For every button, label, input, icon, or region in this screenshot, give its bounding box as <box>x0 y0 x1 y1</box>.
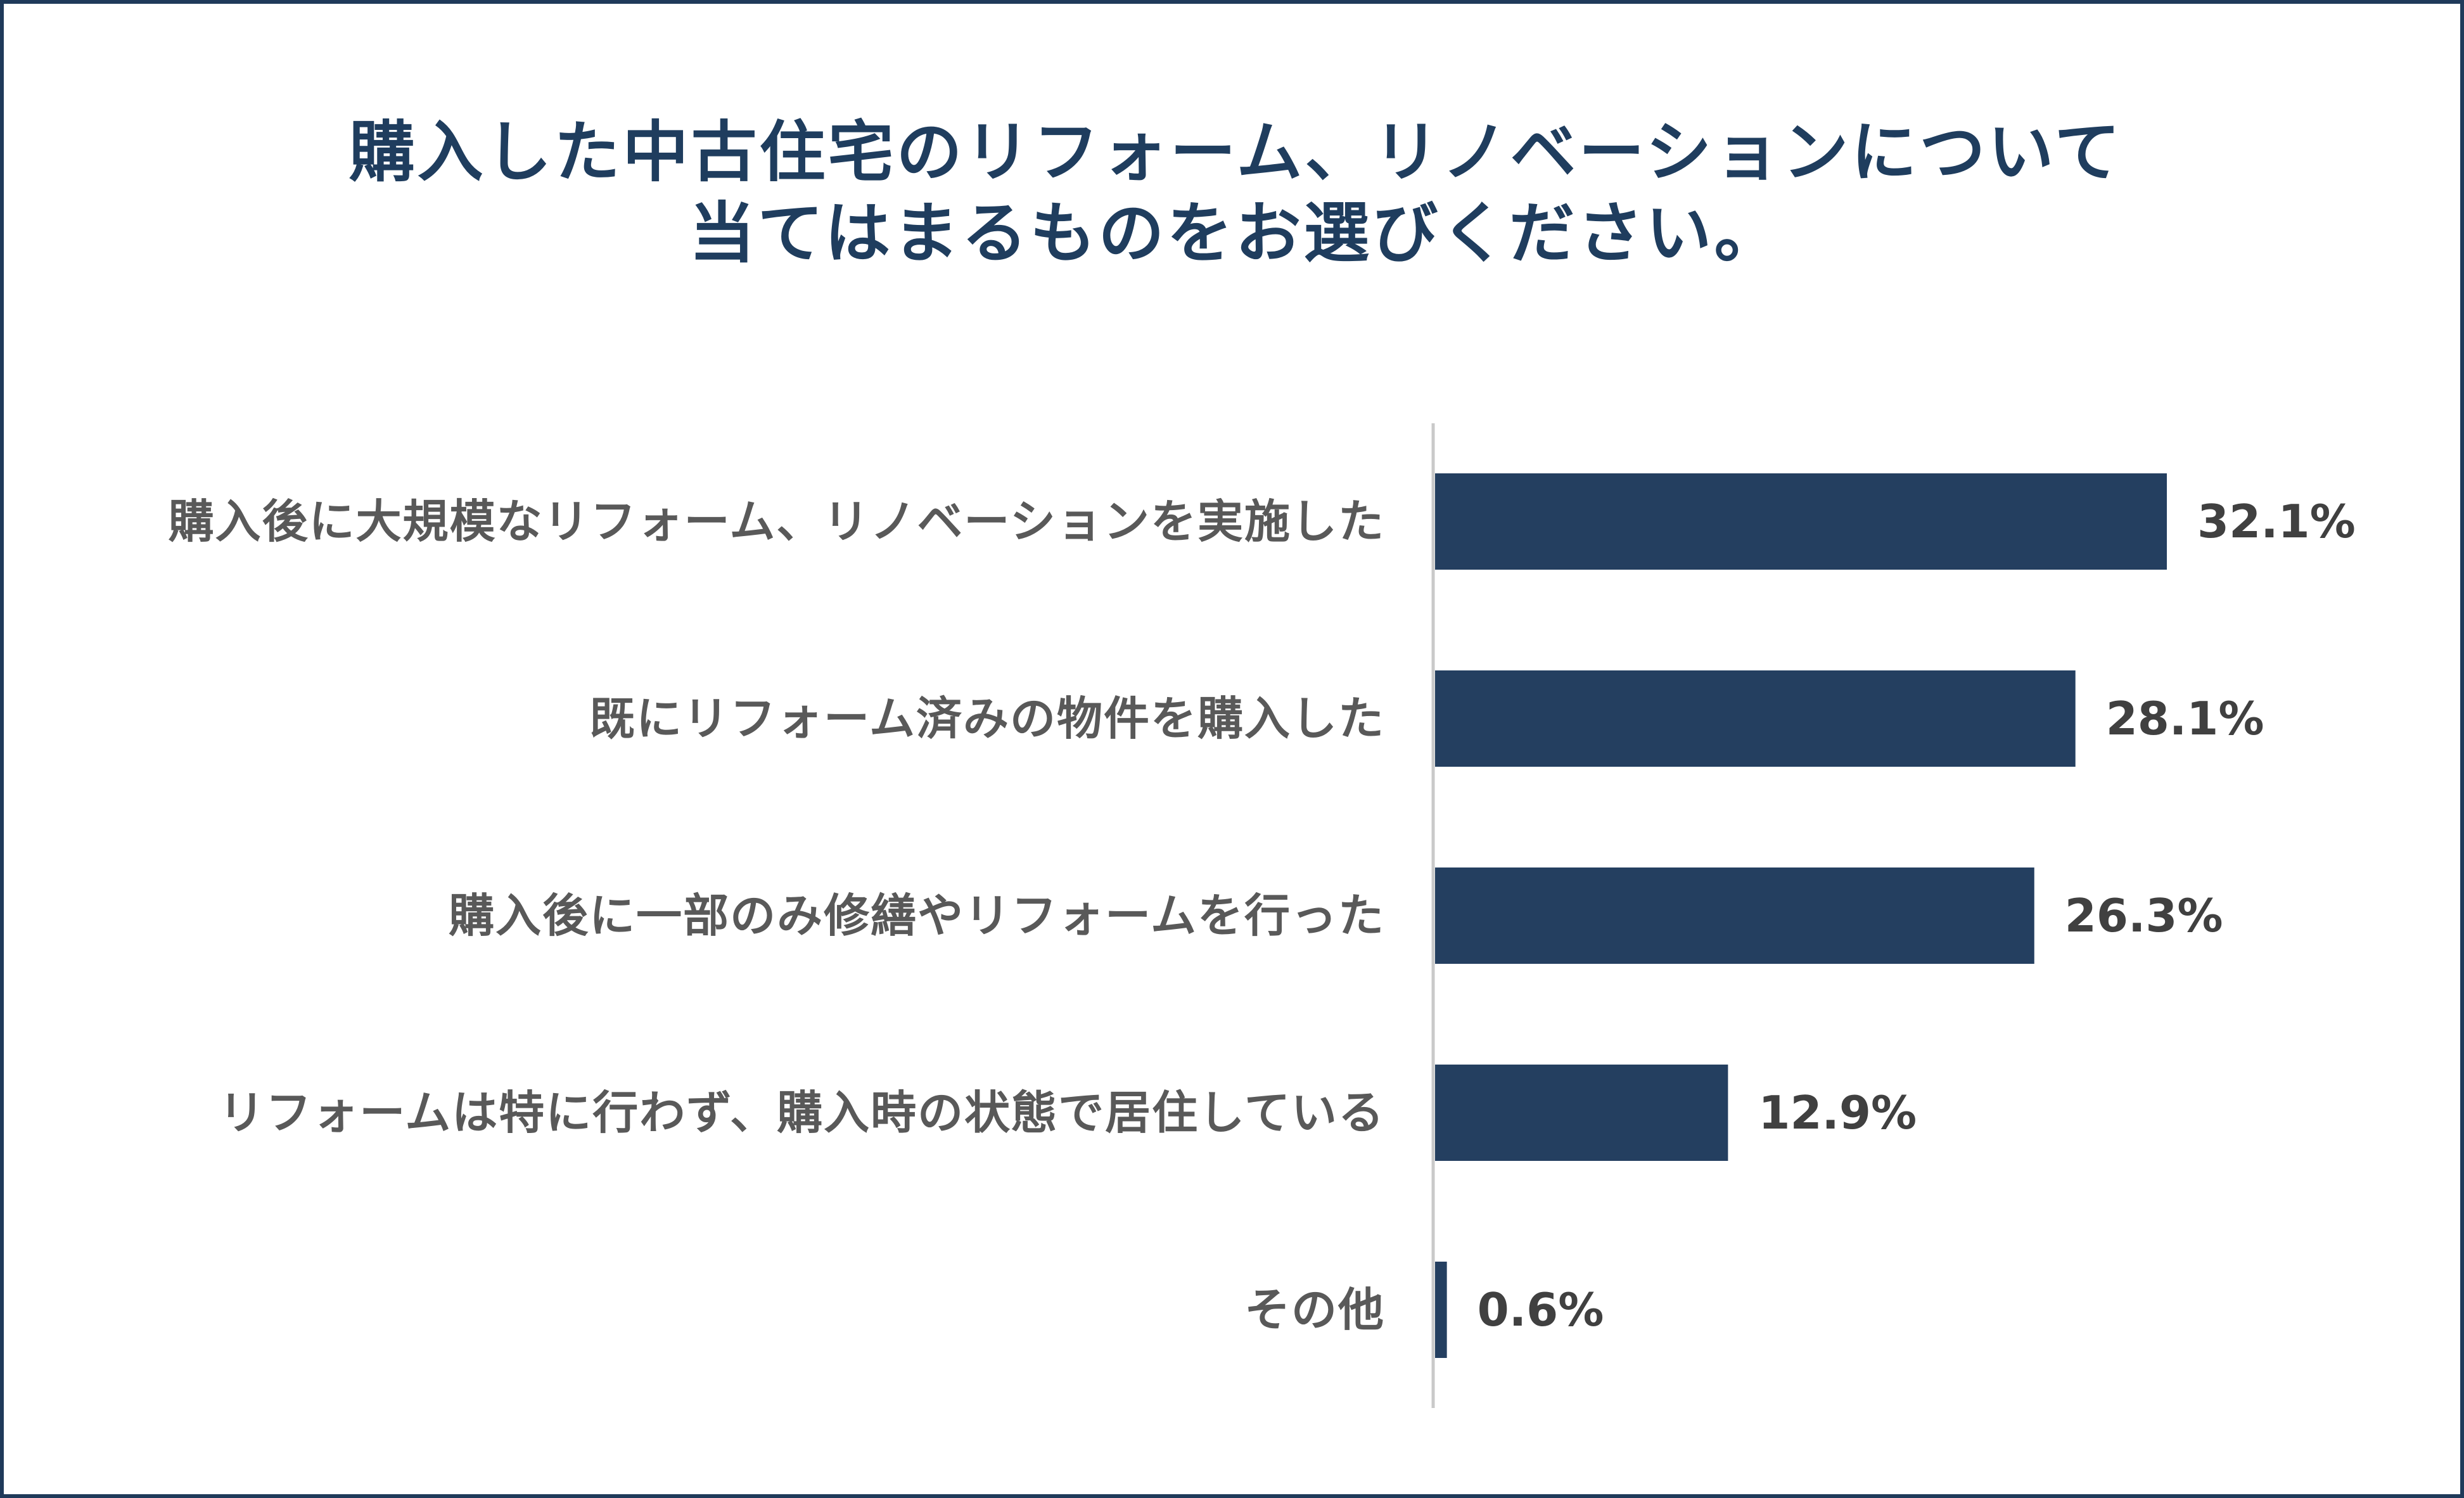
bar-2 <box>1435 670 2076 767</box>
value-label-2: 28.1% <box>2106 692 2264 745</box>
category-label-1: 購入後に大規模なリフォーム、リノベーションを実施した <box>169 495 1385 548</box>
bar-5 <box>1435 1262 1447 1358</box>
category-label-4: リフォームは特に行わず、購入時の状態で居住している <box>219 1086 1385 1139</box>
chart-title-line-1: 購入した中古住宅のリフォーム、リノベーションについて <box>348 113 2123 191</box>
value-label-3: 26.3% <box>2065 889 2223 942</box>
value-label-1: 32.1% <box>2197 495 2356 548</box>
chart-title: 購入した中古住宅のリフォーム、リノベーションについて 当てはまるものをお選びくだ… <box>4 112 2464 274</box>
bar-4 <box>1435 1065 1728 1161</box>
bar-1 <box>1435 473 2167 570</box>
chart-title-line-2: 当てはまるものをお選びください。 <box>689 195 1783 272</box>
value-label-4: 12.9% <box>1758 1086 1917 1139</box>
category-label-2: 既にリフォーム済みの物件を購入した <box>589 692 1385 745</box>
value-label-5: 0.6% <box>1478 1283 1604 1336</box>
bar-3 <box>1435 867 2034 964</box>
category-label-5: その他 <box>1244 1283 1385 1336</box>
category-label-3: 購入後に一部のみ修繕やリフォームを行った <box>449 889 1385 942</box>
